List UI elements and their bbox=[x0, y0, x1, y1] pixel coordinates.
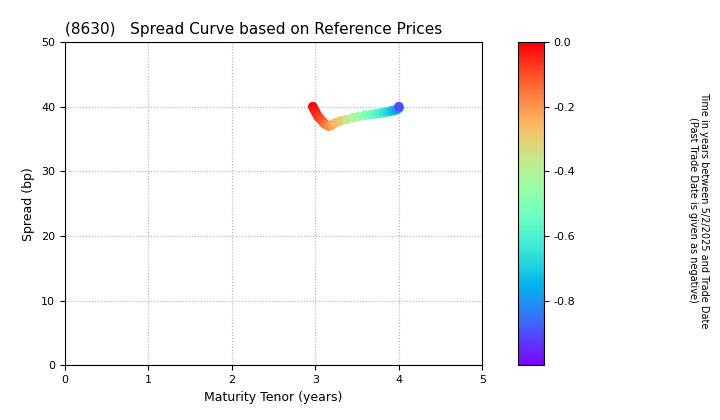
Point bbox=[312, 113, 323, 120]
Point bbox=[326, 121, 338, 128]
Point bbox=[387, 107, 399, 114]
Point bbox=[393, 103, 405, 110]
Point bbox=[390, 107, 401, 113]
Point bbox=[330, 119, 341, 126]
Point bbox=[307, 103, 319, 110]
Point bbox=[378, 109, 390, 116]
Point bbox=[335, 118, 346, 124]
Point bbox=[323, 123, 335, 129]
Point bbox=[310, 110, 322, 116]
Point bbox=[392, 106, 403, 113]
Y-axis label: Spread (bp): Spread (bp) bbox=[22, 167, 35, 241]
Point bbox=[366, 111, 377, 118]
Point bbox=[309, 107, 320, 113]
Point bbox=[370, 110, 382, 117]
Point bbox=[374, 110, 385, 116]
Text: Time in years between 5/2/2025 and Trade Date
(Past Trade Date is given as negat: Time in years between 5/2/2025 and Trade… bbox=[688, 92, 709, 328]
Point bbox=[347, 114, 359, 121]
Point bbox=[314, 115, 325, 122]
Point bbox=[341, 116, 352, 123]
Point bbox=[353, 113, 364, 120]
Text: (8630)   Spread Curve based on Reference Prices: (8630) Spread Curve based on Reference P… bbox=[65, 22, 442, 37]
Point bbox=[393, 105, 405, 111]
X-axis label: Maturity Tenor (years): Maturity Tenor (years) bbox=[204, 391, 343, 404]
Point bbox=[360, 112, 372, 118]
Point bbox=[382, 108, 393, 115]
Point bbox=[320, 121, 332, 128]
Point bbox=[318, 119, 330, 126]
Point bbox=[384, 108, 396, 115]
Point bbox=[316, 118, 328, 124]
